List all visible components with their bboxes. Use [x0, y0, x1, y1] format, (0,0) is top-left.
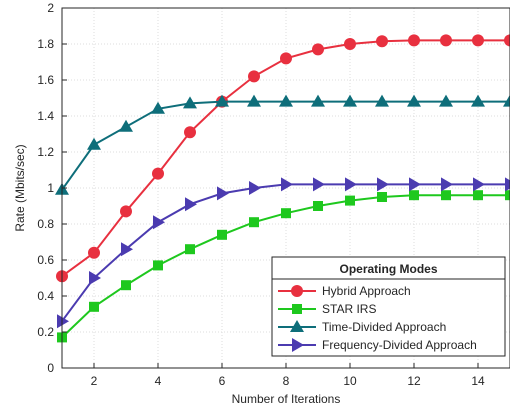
x-tick-label: 2	[91, 374, 98, 388]
data-point	[217, 186, 229, 201]
legend-item: Hybrid Approach	[278, 284, 411, 298]
data-point	[377, 177, 389, 192]
data-point	[409, 190, 419, 201]
x-axis-label: Number of Iterations	[232, 392, 341, 406]
data-point	[505, 190, 510, 201]
data-point	[344, 38, 356, 50]
data-point	[473, 190, 483, 201]
data-point	[249, 217, 259, 228]
data-point	[121, 242, 133, 257]
legend-item: Time-Divided Approach	[278, 320, 446, 334]
x-tick-label: 12	[407, 374, 421, 388]
data-point	[313, 201, 323, 211]
data-point	[184, 126, 196, 139]
x-tick-label: 8	[283, 374, 290, 388]
legend-marker	[292, 338, 304, 352]
data-point	[473, 177, 485, 192]
x-tick-label: 4	[155, 374, 162, 388]
data-point	[120, 205, 132, 218]
data-point	[281, 177, 293, 192]
data-point	[311, 94, 325, 107]
legend-item: STAR IRS	[278, 302, 376, 316]
data-point	[151, 101, 165, 114]
y-tick-label: 1.6	[37, 73, 54, 87]
legend: Operating Modes Hybrid Approach STAR IRS T…	[271, 256, 506, 357]
data-point	[504, 34, 510, 47]
legend-label: Time-Divided Approach	[322, 320, 446, 334]
data-point	[409, 177, 421, 192]
y-tick-label: 1	[47, 181, 54, 195]
data-point	[313, 177, 325, 192]
data-point	[89, 271, 101, 285]
data-point	[249, 181, 261, 195]
legend-label: Hybrid Approach	[322, 284, 411, 298]
legend-items: Hybrid Approach STAR IRS Time-Divided Appr…	[278, 284, 477, 352]
data-point	[185, 197, 197, 212]
data-point	[280, 52, 292, 65]
legend-item: Frequency-Divided Approach	[278, 338, 477, 352]
data-point	[119, 119, 133, 132]
data-point	[312, 43, 324, 56]
legend-title: Operating Modes	[339, 262, 437, 276]
series	[55, 94, 510, 195]
y-axis-label: Rate (Mbits/sec)	[13, 144, 27, 231]
data-point	[152, 167, 164, 180]
data-point	[153, 215, 165, 230]
y-tick-label: 1.2	[37, 145, 54, 159]
data-point	[279, 94, 293, 107]
data-point	[441, 177, 453, 192]
data-point	[217, 229, 227, 240]
data-point	[215, 94, 229, 107]
legend-box	[271, 256, 506, 357]
y-tick-label: 0.6	[37, 253, 54, 267]
data-point	[375, 94, 389, 107]
y-tick-label: 0.2	[37, 325, 54, 339]
ticks: 2 4 6 8 10 12 14 0 0.2 0.4 0.6 0.8 1 1.2 1.4 1.6 1.8 2	[37, 1, 485, 388]
data-point	[248, 70, 260, 83]
data-point	[376, 35, 388, 48]
y-tick-label: 1.8	[37, 37, 54, 51]
data-point	[407, 94, 421, 107]
series	[57, 177, 510, 329]
data-point	[343, 94, 357, 107]
data-point	[441, 190, 451, 201]
legend-label: Frequency-Divided Approach	[322, 338, 477, 352]
data-point	[440, 34, 452, 47]
series-layer	[55, 34, 510, 343]
data-point	[88, 246, 100, 259]
legend-label: STAR IRS	[322, 302, 376, 316]
data-point	[183, 96, 197, 109]
data-point	[345, 177, 357, 192]
data-point	[57, 314, 69, 329]
y-tick-label: 0.4	[37, 289, 54, 303]
data-point	[121, 280, 131, 291]
y-tick-label: 0.8	[37, 217, 54, 231]
x-tick-label: 6	[219, 374, 226, 388]
data-point	[89, 301, 99, 312]
y-tick-label: 1.4	[37, 109, 54, 123]
y-tick-label: 2	[47, 1, 54, 15]
x-tick-label: 10	[343, 374, 357, 388]
data-point	[185, 244, 195, 255]
data-point	[439, 94, 453, 107]
data-point	[87, 137, 101, 150]
data-point	[503, 94, 510, 107]
data-point	[281, 208, 291, 219]
legend-marker	[290, 320, 304, 332]
legend-marker	[292, 304, 302, 314]
series	[56, 34, 510, 283]
data-point	[471, 94, 485, 107]
data-point	[345, 195, 355, 206]
data-point	[153, 260, 163, 271]
x-tick-label: 14	[471, 374, 485, 388]
data-point	[472, 34, 484, 47]
data-point	[377, 192, 387, 202]
data-point	[408, 34, 420, 47]
legend-marker	[291, 285, 303, 297]
y-tick-label: 0	[47, 361, 54, 375]
data-point	[247, 94, 261, 107]
data-point	[505, 177, 510, 192]
